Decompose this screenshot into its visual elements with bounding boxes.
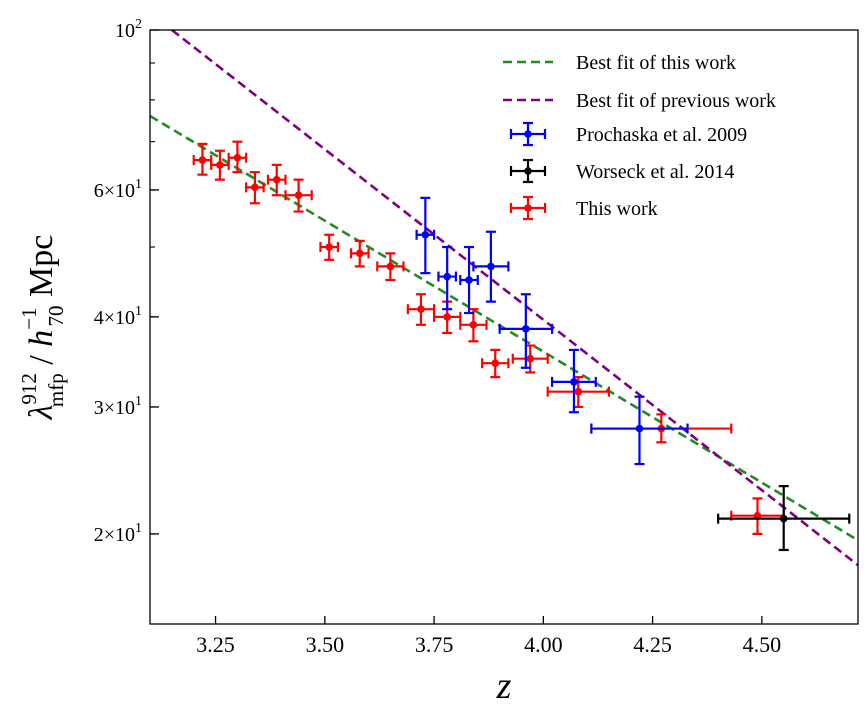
y-tick-label: 2×101 [94,521,142,546]
y-axis: 2×101 3×101 4×101 6×101 102 [94,17,159,546]
y-tick-label: 6×101 [94,177,142,202]
this-work-point [406,293,436,326]
x-axis-title: z [496,665,512,707]
prochaska-et-al-2009-point [550,348,597,414]
this-work-point [459,308,488,343]
this-work-point [192,142,213,176]
legend-swatch [524,130,532,138]
x-tick-label: 4.00 [524,632,563,657]
legend-label: Best fit of previous work [576,90,776,112]
this-work-point [245,171,265,205]
this-work-point [481,348,510,379]
this-work-point [349,239,370,268]
data-points-layer [192,140,851,552]
legend-item-worseck-et-al-2014: Worseck et al. 2014 [509,158,734,184]
this-work-point [266,163,287,197]
x-tick-label: 4.50 [743,632,782,657]
legend-label: This work [576,198,658,220]
this-work-point [284,178,313,213]
legend-swatch [524,204,532,212]
prochaska-et-al-2009-point [498,293,554,369]
prochaska-et-al-2009-point [459,245,479,315]
legend-label: Prochaska et al. 2009 [576,124,747,146]
this-work-point [511,344,549,374]
y-axis-title: λ912 mfp / h−1 70 Mpc [17,235,68,421]
plot-frame [149,29,859,625]
this-work-point [319,233,340,261]
legend-item-prochaska-et-al-2009: Prochaska et al. 2009 [509,121,747,147]
this-work-point [227,140,248,174]
legend-item-this-work: This work [509,195,658,221]
this-work-point [210,149,230,181]
legend-swatch [524,167,532,175]
legend-item-best-fit-of-previous-work: Best fit of previous work [503,90,776,112]
legend-label: Best fit of this work [576,52,736,74]
y-tick-label: 3×101 [94,394,142,419]
x-tick-label: 3.75 [415,632,454,657]
y-tick-label: 102 [115,17,142,42]
prochaska-et-al-2009-point [590,395,689,466]
legend-item-best-fit-of-this-work: Best fit of this work [503,52,736,74]
x-axis: 3.25 3.50 3.75 4.00 4.25 4.50 [196,616,781,657]
y-tick-label: 4×101 [94,304,142,329]
x-tick-label: 3.25 [196,632,235,657]
prochaska-et-al-2009-point [437,245,458,311]
best-fit-of-previous-work-line [171,30,858,567]
x-tick-label: 3.50 [306,632,345,657]
worseck-et-al-2014-point [717,485,851,552]
this-work-point [376,252,405,282]
prochaska-et-al-2009-point [472,230,510,303]
this-work-point [730,497,785,536]
prochaska-et-al-2009-point [415,196,436,275]
legend: Best fit of this work Best fit of previou… [503,52,776,221]
legend-label: Worseck et al. 2014 [576,161,734,183]
x-tick-label: 4.25 [633,632,672,657]
